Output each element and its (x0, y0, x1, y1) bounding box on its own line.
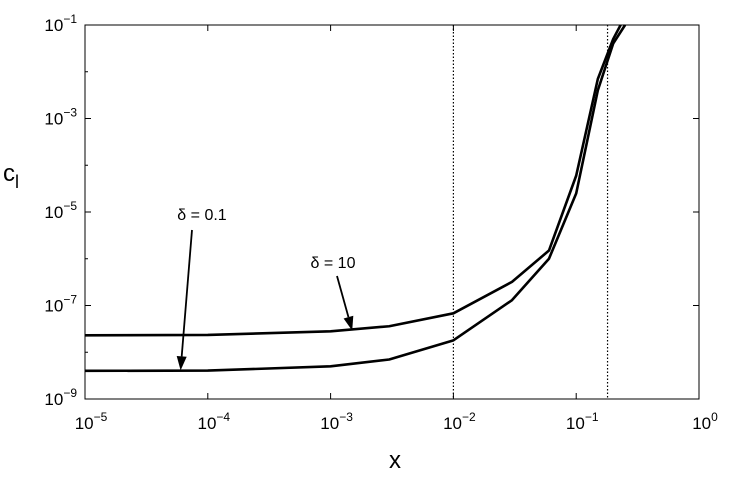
plot-frame (84, 24, 700, 400)
annotation-arrow (336, 275, 350, 318)
arrowhead-icon (176, 356, 187, 371)
annotation-arrow (180, 229, 193, 357)
y-tick-label: 10−7 (44, 293, 77, 316)
annotation-label: δ = 10 (311, 255, 356, 272)
series-line-1 (84, 24, 622, 337)
y-tick-label: 10−3 (44, 106, 77, 129)
y-axis-label: cl (3, 160, 19, 192)
arrowhead-icon (343, 315, 354, 331)
x-tick-label: 10−4 (197, 410, 230, 433)
annotation-label: δ = 0.1 (177, 207, 226, 224)
x-tick-label: 10−2 (443, 410, 476, 433)
series-line-2 (84, 24, 627, 373)
x-tick-label: 100 (692, 410, 718, 433)
y-tick-label: 10−5 (44, 199, 77, 222)
y-tick-label: 10−9 (44, 386, 77, 409)
y-tick-label: 10−1 (44, 12, 77, 35)
x-tick-label: 10−1 (566, 410, 599, 433)
x-axis-label: x (389, 447, 401, 474)
x-tick-label: 10−5 (75, 410, 108, 433)
x-tick-label: 10−3 (320, 410, 353, 433)
